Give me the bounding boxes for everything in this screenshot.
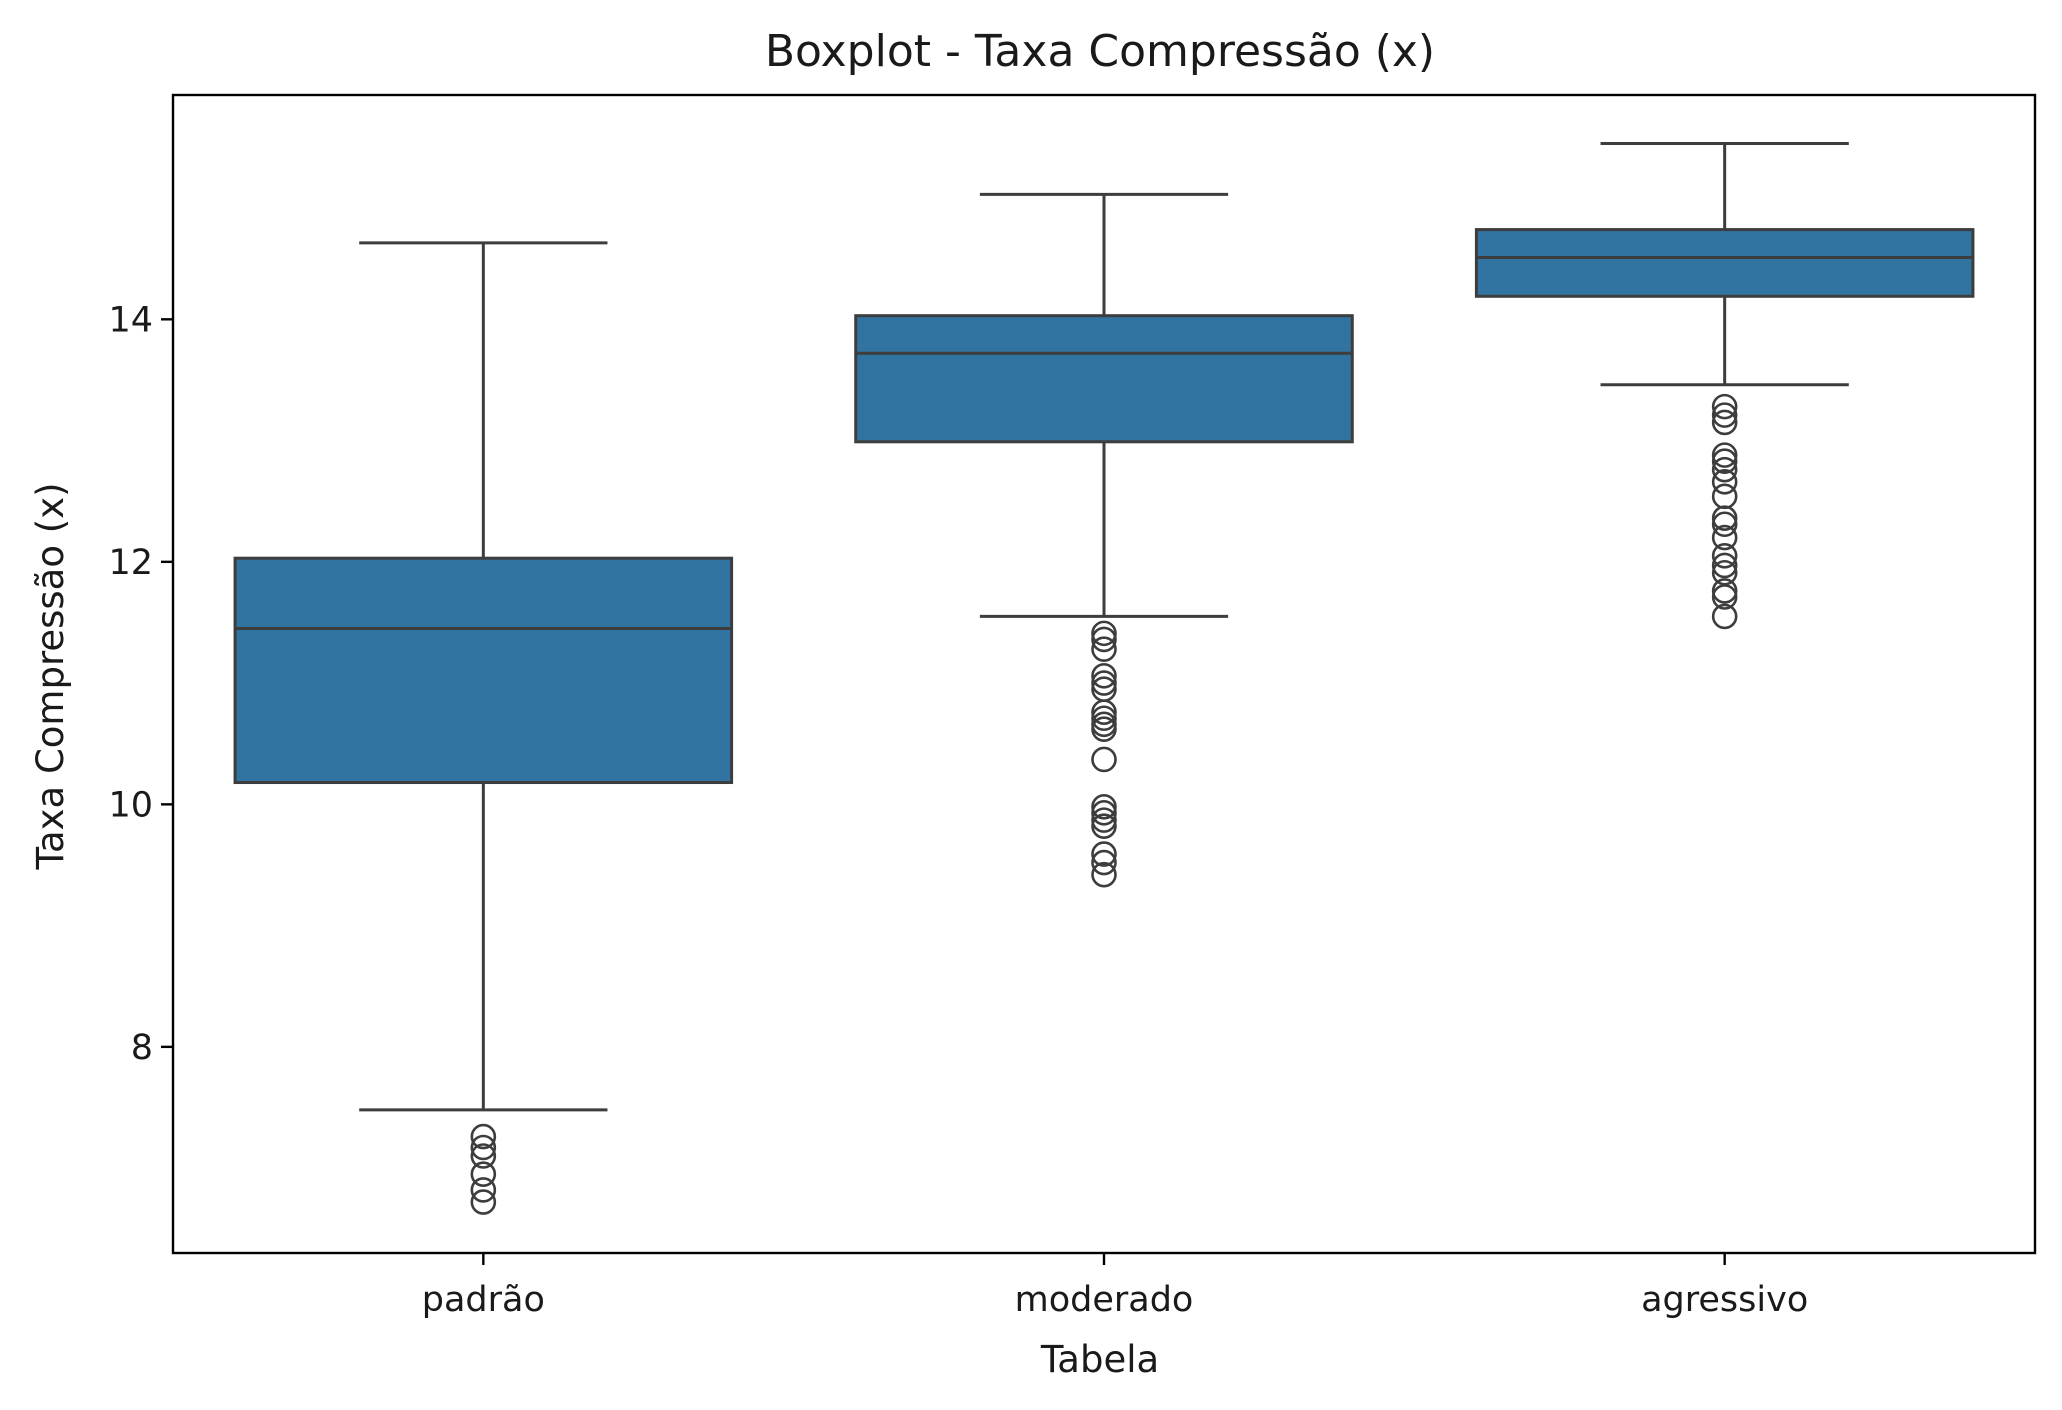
outlier-point — [470, 1189, 497, 1215]
outlier-point — [1091, 861, 1117, 888]
outlier-point — [1711, 584, 1738, 610]
outlier-point — [1091, 813, 1117, 839]
outlier-point — [1091, 636, 1117, 662]
x-axis: padrão moderado agressivo — [422, 1253, 1808, 1320]
outlier-point — [1091, 626, 1117, 653]
outlier-point — [1091, 620, 1117, 647]
outlier-point — [1711, 448, 1738, 474]
box-group-1 — [854, 192, 1354, 888]
x-axis-label: Tabela — [1040, 1338, 1159, 1381]
y-axis: 8 10 12 14 — [108, 300, 173, 1068]
box-group-2 — [1474, 142, 1975, 630]
outlier-point — [1711, 442, 1738, 468]
outlier-point — [1091, 800, 1117, 826]
y-tick-label: 12 — [108, 543, 153, 583]
outlier-point — [470, 1134, 497, 1161]
outlier-point — [1091, 807, 1117, 833]
box-iqr — [854, 314, 1354, 444]
outlier-point — [1091, 663, 1117, 689]
box-iqr — [1474, 228, 1975, 298]
outlier-point — [1711, 603, 1738, 630]
outlier-point — [1711, 469, 1738, 495]
y-tick-label: 8 — [131, 1028, 153, 1068]
outlier-point — [1711, 542, 1738, 569]
outlier-point — [1711, 578, 1738, 604]
outlier-point — [1091, 849, 1117, 876]
axes-frame — [171, 93, 2037, 1255]
outlier-point — [1711, 393, 1738, 420]
outlier-point — [1091, 841, 1117, 867]
outlier-point — [1711, 505, 1738, 531]
outlier-point — [470, 1123, 497, 1150]
outlier-point — [470, 1177, 497, 1203]
x-tick-label: padrão — [422, 1280, 545, 1320]
outlier-point — [1711, 511, 1738, 538]
outlier-point — [470, 1161, 497, 1187]
x-tick-label: agressivo — [1641, 1280, 1808, 1320]
outlier-point — [1091, 793, 1117, 820]
outlier-point — [1711, 409, 1738, 436]
outlier-point — [1091, 716, 1117, 742]
outlier-point — [1711, 524, 1738, 551]
outlier-point — [1091, 746, 1117, 773]
outlier-point — [1711, 402, 1738, 428]
x-tick-label: moderado — [1015, 1280, 1194, 1320]
plot-area — [233, 142, 1975, 1215]
outlier-point — [470, 1143, 497, 1169]
outlier-point — [1091, 705, 1117, 732]
outlier-point — [1711, 552, 1738, 579]
y-axis-label: Taxa Compressão (x) — [29, 482, 72, 870]
y-tick-label: 10 — [108, 785, 153, 825]
y-tick-label: 14 — [108, 300, 153, 340]
box-iqr — [233, 556, 734, 785]
chart-title: Boxplot - Taxa Compressão (x) — [765, 26, 1435, 77]
outlier-point — [1091, 699, 1117, 725]
box-group-0 — [233, 241, 734, 1215]
outlier-point — [1711, 456, 1738, 483]
outlier-point — [1091, 670, 1117, 696]
